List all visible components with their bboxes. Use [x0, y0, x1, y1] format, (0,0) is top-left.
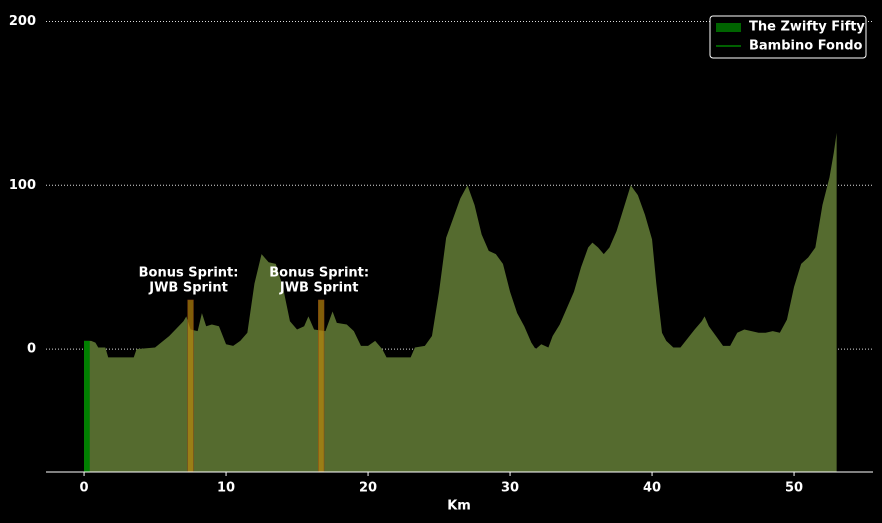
elevation-area — [84, 132, 837, 472]
x-axis-label: Km — [447, 499, 471, 514]
y-tick-label: 200 — [9, 14, 36, 29]
sprint-segment — [318, 299, 325, 473]
y-tick-label: 0 — [27, 342, 36, 357]
sprint-segment — [187, 299, 194, 473]
sprint-label: JWB Sprint — [148, 280, 228, 295]
sprint-label: Bonus Sprint: — [269, 265, 369, 280]
legend-box — [709, 15, 867, 59]
y-tick-label: 100 — [9, 178, 36, 193]
sprint-label: JWB Sprint — [279, 280, 359, 295]
legend-patch — [716, 23, 741, 32]
x-tick-label: 30 — [501, 481, 519, 496]
legend-label: The Zwifty Fifty — [749, 20, 865, 35]
sprint-label: Bonus Sprint: — [139, 265, 239, 280]
x-tick-label: 0 — [80, 481, 89, 496]
x-tick-label: 50 — [785, 481, 803, 496]
legend-label: Bambino Fondo — [749, 39, 863, 54]
elevation-area — [84, 340, 90, 472]
x-tick-label: 20 — [359, 481, 377, 496]
x-tick-label: 10 — [217, 481, 235, 496]
x-tick-label: 40 — [643, 481, 661, 496]
